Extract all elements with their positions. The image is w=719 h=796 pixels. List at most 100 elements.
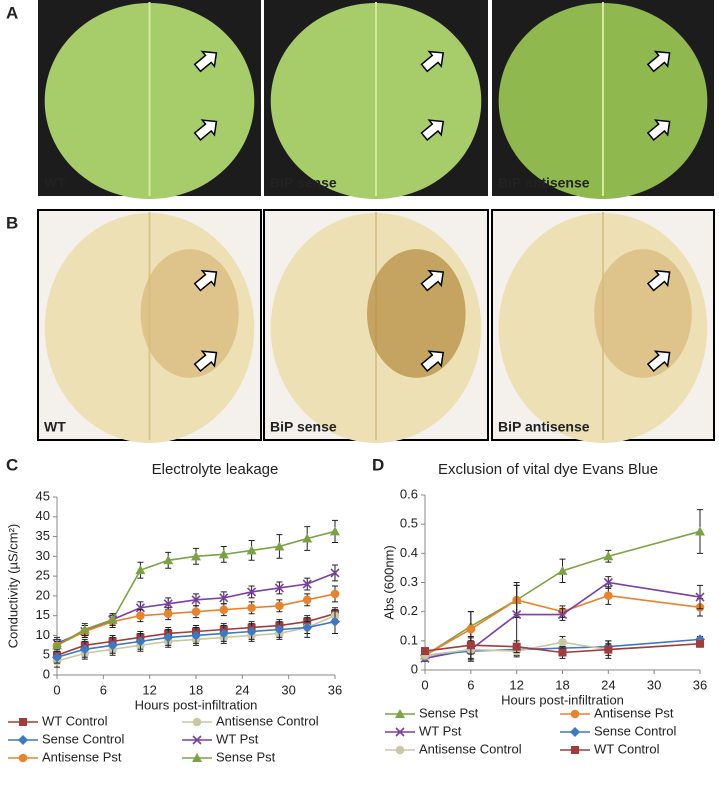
x-tick-label: 18 — [189, 682, 203, 697]
data-point — [512, 642, 521, 651]
x-axis-label: Hours post-infiltration — [501, 692, 624, 707]
data-point — [191, 630, 201, 641]
y-tick-label: 30 — [36, 548, 50, 563]
legend-marker — [395, 727, 405, 737]
data-point — [558, 648, 567, 657]
chart-title: Electrolyte leakage — [152, 461, 279, 478]
data-point — [274, 624, 285, 635]
arrow — [420, 50, 445, 73]
stain — [594, 249, 692, 378]
data-point — [604, 645, 613, 654]
y-tick-label: 20 — [36, 587, 50, 602]
arrow — [193, 119, 218, 141]
legend-marker — [192, 753, 202, 762]
data-point — [79, 644, 90, 655]
y-tick-label: 0.3 — [400, 574, 418, 589]
legend-label: Antisense Control — [419, 741, 522, 756]
arrow — [646, 269, 671, 292]
x-tick-label: 0 — [421, 677, 428, 692]
data-point — [330, 616, 340, 627]
panel-label: B — [6, 213, 18, 232]
legend-label: Sense Control — [42, 731, 124, 746]
y-tick-label: 0.2 — [400, 603, 418, 618]
x-tick-label: 12 — [142, 682, 156, 697]
stain — [367, 249, 466, 378]
legend-label: Sense Pst — [216, 749, 276, 764]
legend-marker — [570, 727, 580, 737]
legend-label: Antisense Pst — [594, 705, 674, 720]
data-point — [274, 583, 284, 593]
data-point — [163, 632, 174, 643]
legend-marker — [395, 745, 405, 755]
data-point — [275, 601, 284, 611]
legend-marker — [192, 735, 202, 745]
data-point — [557, 610, 568, 620]
legend-label: Antisense Pst — [42, 749, 122, 764]
x-tick-label: 30 — [281, 682, 295, 697]
x-tick-label: 6 — [467, 677, 474, 692]
stain — [140, 249, 239, 378]
y-tick-label: 40 — [36, 508, 50, 523]
photo-label: WT — [44, 419, 66, 435]
series-line — [424, 530, 701, 657]
x-tick-label: 24 — [235, 682, 249, 697]
y-tick-label: 35 — [36, 528, 50, 543]
data-point — [330, 526, 340, 536]
arrow — [420, 350, 445, 373]
legend-marker — [571, 746, 579, 754]
data-point — [302, 579, 312, 589]
panel-label: D — [372, 455, 384, 474]
legend-label: WT Control — [594, 741, 660, 756]
data-point — [107, 640, 118, 651]
data-point — [695, 526, 705, 536]
photo-label: BiP sense — [270, 419, 337, 435]
legend-label: Sense Pst — [419, 705, 479, 720]
arrow — [193, 350, 218, 373]
data-point — [330, 589, 340, 599]
data-point — [135, 565, 146, 575]
data-point — [330, 568, 340, 578]
data-point — [246, 626, 257, 637]
x-tick-label: 0 — [53, 682, 60, 697]
arrow — [193, 50, 218, 73]
chart-title: Exclusion of vital dye Evans Blue — [438, 461, 658, 478]
arrow — [646, 50, 671, 73]
y-tick-label: 0.5 — [400, 516, 418, 531]
data-point — [246, 545, 257, 555]
data-point — [219, 593, 229, 603]
data-point — [302, 595, 312, 605]
data-point — [135, 636, 146, 647]
data-point — [247, 603, 256, 613]
x-tick-label: 24 — [601, 677, 615, 692]
arrow — [646, 119, 671, 141]
data-point — [135, 603, 145, 613]
legend-marker — [192, 717, 202, 727]
data-point — [136, 611, 145, 620]
legend-marker — [18, 735, 28, 745]
y-tick-label: 0.4 — [400, 545, 418, 560]
data-point — [247, 587, 257, 597]
data-point — [695, 592, 705, 602]
legend-marker — [18, 753, 28, 763]
data-point — [558, 637, 567, 647]
legend-marker — [19, 718, 27, 726]
data-point — [557, 565, 568, 575]
data-point — [603, 577, 613, 588]
photo-label: BiP antisense — [498, 419, 590, 435]
y-tick-label: 10 — [36, 627, 50, 642]
y-axis-label: Abs (600nm) — [381, 545, 396, 619]
data-point — [52, 640, 62, 650]
legend-label: Antisense Control — [216, 713, 319, 728]
x-axis-label: Hours post-infiltration — [135, 697, 258, 712]
data-point — [466, 624, 476, 634]
data-point — [107, 614, 118, 624]
data-point — [302, 533, 313, 543]
data-point — [163, 609, 173, 618]
data-point — [219, 605, 229, 615]
data-point — [466, 641, 475, 650]
photo-label: BiP antisense — [498, 175, 590, 191]
y-axis-label: Conductivity (µS/cm²) — [5, 524, 20, 649]
x-tick-label: 18 — [555, 677, 569, 692]
y-tick-label: 0 — [43, 666, 50, 681]
data-point — [421, 647, 429, 656]
